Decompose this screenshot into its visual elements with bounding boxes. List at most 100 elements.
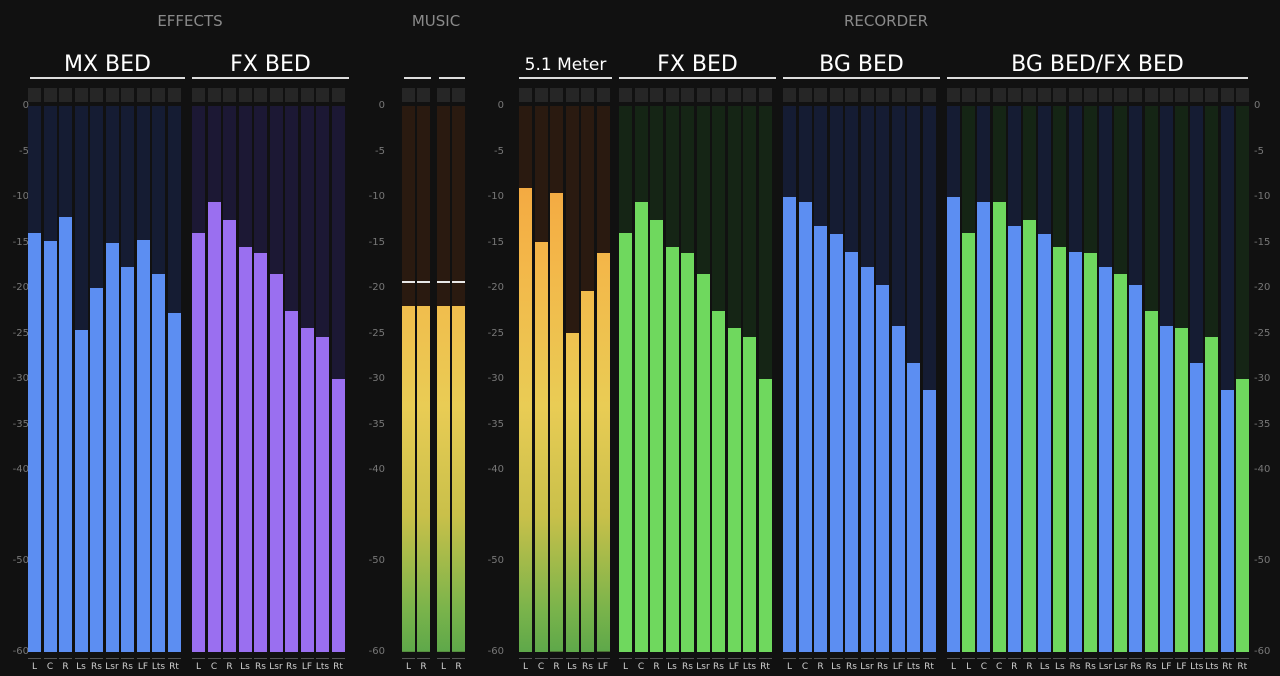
channel-clip-indicator — [1220, 88, 1234, 102]
channel-clip-indicator — [1099, 88, 1112, 102]
channel-baseline — [650, 658, 663, 659]
group-title: FX BED — [657, 52, 738, 77]
channel-level-bar — [829, 234, 843, 652]
channel-baseline — [1114, 658, 1128, 659]
channel-baseline — [417, 658, 430, 659]
channel-clip-indicator — [452, 88, 465, 102]
channel-level-bar — [947, 197, 960, 652]
scale-tick: -35 — [12, 418, 29, 430]
channel-label: LF — [301, 662, 313, 672]
channel-level-bar — [207, 202, 221, 652]
channel-label: C — [210, 662, 218, 672]
channel-baseline — [1023, 658, 1036, 659]
channel-label: Ls — [1055, 662, 1065, 672]
channel-clip-indicator — [90, 88, 103, 102]
channel-baseline — [876, 658, 889, 659]
channel-baseline — [238, 658, 252, 659]
channel-level-bar — [962, 233, 976, 652]
channel-label: Lsr — [1098, 662, 1113, 672]
channel-clip-indicator — [876, 88, 889, 102]
channel-label: LF — [728, 662, 740, 672]
channel-baseline — [947, 658, 960, 659]
group-title-underline — [519, 77, 612, 79]
channel-baseline — [316, 658, 329, 659]
channel-baseline — [962, 658, 976, 659]
scale-tick: -15 — [12, 236, 29, 248]
scale-tick: -40 — [1254, 464, 1271, 475]
channel-baseline — [121, 658, 134, 659]
channel-level-bar — [192, 233, 205, 652]
channel-level-bar — [1083, 253, 1097, 652]
channel-baseline — [565, 658, 579, 659]
channel-baseline — [977, 658, 991, 659]
channel-label: Rt — [924, 662, 934, 672]
channel-baseline — [207, 658, 221, 659]
scale-tick: -60 — [487, 646, 504, 657]
channel-baseline — [59, 658, 72, 659]
channel-baseline — [167, 658, 181, 659]
channel-baseline — [829, 658, 843, 659]
channel-clip-indicator — [223, 88, 236, 102]
scale-tick: -20 — [368, 282, 385, 293]
scale-tick: -25 — [1254, 327, 1271, 339]
channel-label: C — [537, 662, 545, 672]
channel-baseline — [1159, 658, 1173, 659]
channel-baseline — [727, 658, 741, 659]
channel-clip-indicator — [285, 88, 298, 102]
channel-level-bar — [596, 253, 610, 652]
channel-label: Rt — [1222, 662, 1232, 672]
channel-baseline — [619, 658, 632, 659]
channel-baseline — [1083, 658, 1097, 659]
scale-tick: -60 — [1254, 646, 1271, 657]
channel-level-bar — [1114, 274, 1128, 652]
channel-label: C — [637, 662, 645, 672]
channel-level-bar — [269, 274, 283, 652]
channel-label: L — [786, 662, 792, 672]
channel-clip-indicator — [565, 88, 579, 102]
channel-clip-indicator — [316, 88, 329, 102]
channel-baseline — [712, 658, 725, 659]
channel-label: Rs — [846, 662, 857, 672]
scale-tick: -10 — [1254, 191, 1271, 202]
channel-label: L — [31, 662, 37, 672]
channel-baseline — [300, 658, 314, 659]
channel-clip-indicator — [534, 88, 548, 102]
channel-level-bar — [1007, 226, 1021, 652]
scale-tick: -5 — [494, 145, 504, 157]
channel-level-bar — [254, 253, 267, 652]
channel-label: R — [62, 662, 69, 672]
scale-tick: -10 — [368, 191, 385, 202]
scale-tick: -30 — [487, 373, 504, 384]
channel-clip-indicator — [167, 88, 181, 102]
channel-baseline — [1190, 658, 1204, 659]
channel-label: Ls — [1039, 662, 1050, 672]
channel-baseline — [152, 658, 165, 659]
channel-baseline — [783, 658, 796, 659]
scale-tick: -50 — [12, 555, 29, 566]
channel-clip-indicator — [743, 88, 756, 102]
channel-label: Ls — [831, 662, 841, 672]
channel-label: Rt — [1237, 662, 1248, 672]
scale-tick: -35 — [487, 418, 504, 430]
channel-label: Lsr — [1113, 662, 1128, 672]
scale-tick: -50 — [487, 555, 504, 566]
channel-label: R — [455, 662, 462, 672]
channel-label: L — [966, 662, 972, 672]
channel-baseline — [90, 658, 103, 659]
channel-baseline — [922, 658, 936, 659]
channel-clip-indicator — [192, 88, 205, 102]
channel-level-bar — [814, 226, 827, 652]
channel-clip-indicator — [1205, 88, 1219, 102]
channel-baseline — [1099, 658, 1112, 659]
channel-clip-indicator — [922, 88, 936, 102]
channel-clip-indicator — [269, 88, 283, 102]
channel-label: Lts — [151, 662, 166, 672]
channel-label: L — [950, 662, 956, 672]
channel-level-bar — [992, 202, 1006, 652]
channel-baseline — [1053, 658, 1067, 659]
channel-baseline — [402, 658, 415, 659]
channel-clip-indicator — [907, 88, 920, 102]
channel-baseline — [1175, 658, 1188, 659]
section-label-effects: EFFECTS — [157, 12, 223, 30]
channel-baseline — [74, 658, 88, 659]
